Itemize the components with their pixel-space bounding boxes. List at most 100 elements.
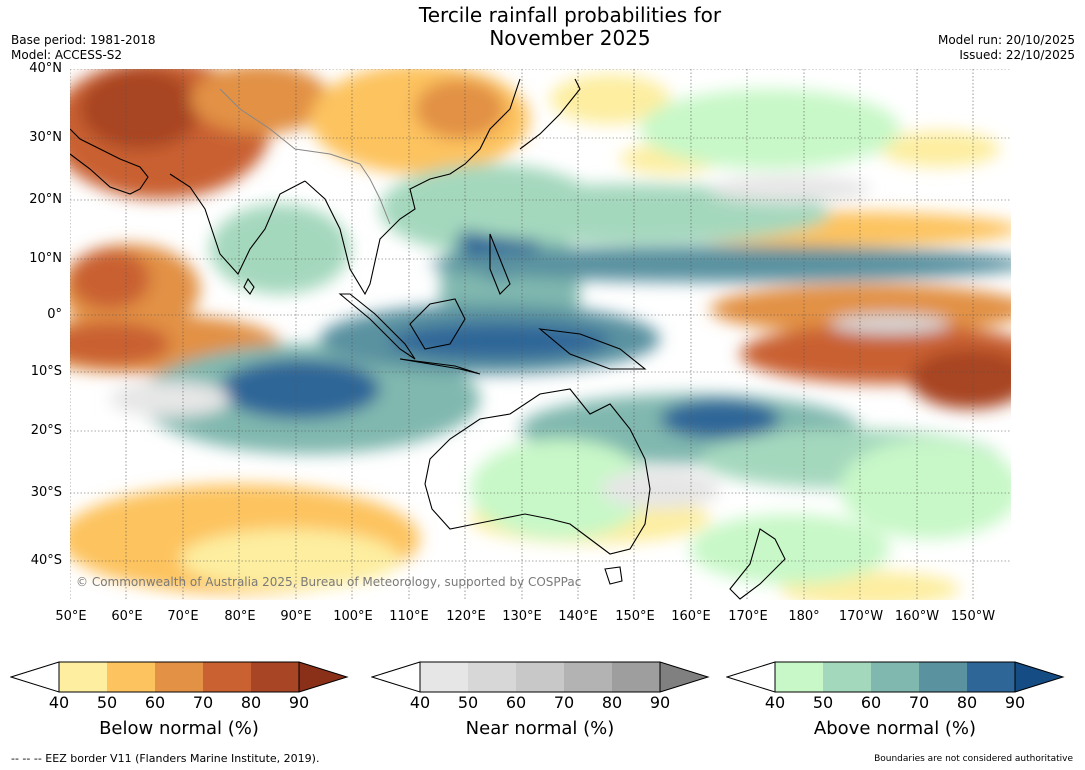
colorbar-above-normal	[726, 661, 1065, 693]
above-normal-title: Above normal (%)	[813, 718, 977, 739]
colorbar-above-segment	[871, 662, 919, 692]
near-tick-40: 40	[409, 693, 431, 712]
lon-label-120e: 120°E	[446, 609, 486, 624]
model-text: Model: ACCESS-S2	[11, 48, 123, 62]
lon-label-70e: 70°E	[167, 609, 199, 624]
lon-label-170w: 170°W	[838, 609, 884, 624]
lat-label-40s: 40°S	[30, 553, 62, 568]
title-line-2: November 2025	[489, 26, 651, 50]
coastline-sumatra	[338, 293, 416, 360]
colorbar-below-normal	[10, 661, 349, 693]
colorbar-above-high-extension	[1015, 662, 1063, 692]
above-tick-50: 50	[812, 693, 834, 712]
lat-label-30s: 30°S	[30, 485, 62, 500]
lon-label-160e: 160°E	[671, 609, 711, 624]
coastline-sri-lanka	[243, 277, 255, 295]
above-tick-70: 70	[908, 693, 930, 712]
copyright-text: © Commonwealth of Australia 2025, Bureau…	[76, 575, 581, 589]
coastline-new-guinea	[538, 328, 647, 370]
below-tick-50: 50	[96, 693, 118, 712]
colorbar-above-low-extension	[726, 661, 776, 693]
lat-label-10s: 10°S	[30, 364, 62, 379]
rainfall-probability-map[interactable]: © Commonwealth of Australia 2025, Bureau…	[70, 69, 1011, 600]
boundaries-note: Boundaries are not considered authoritat…	[874, 754, 1073, 764]
meta-left: Base period: 1981-2018 Model: ACCESS-S2	[11, 33, 156, 63]
near-tick-60: 60	[505, 693, 527, 712]
graticule	[70, 69, 1011, 600]
lon-label-90e: 90°E	[280, 609, 312, 624]
near-normal-title: Near normal (%)	[465, 718, 615, 739]
colorbar-below-segment	[203, 662, 251, 692]
coastline-india	[169, 173, 306, 275]
border-himalaya	[219, 88, 361, 165]
lat-label-10n: 10°N	[29, 251, 62, 266]
country-borders	[219, 88, 391, 225]
coastline-philippines	[489, 233, 511, 295]
coastline-java	[399, 358, 481, 375]
lon-label-110e: 110°E	[389, 609, 429, 624]
below-normal-title: Below normal (%)	[99, 718, 259, 739]
colorbar-above-segment	[919, 662, 967, 692]
near-tick-50: 50	[457, 693, 479, 712]
colorbar-above-segment	[775, 662, 823, 692]
colorbar-below-segment	[155, 662, 203, 692]
below-tick-90: 90	[288, 693, 310, 712]
lat-label-20n: 20°N	[29, 192, 62, 207]
colorbar-near-normal	[371, 661, 710, 693]
lat-label-0: 0°	[47, 307, 62, 322]
colorbar-near-segment	[468, 662, 516, 692]
lat-label-20s: 20°S	[30, 423, 62, 438]
probability-field	[70, 69, 1011, 600]
above-tick-80: 80	[956, 693, 978, 712]
base-period-text: Base period: 1981-2018	[11, 33, 156, 47]
lon-label-180: 180°	[788, 609, 820, 624]
above-tick-60: 60	[860, 693, 882, 712]
coastline-arabia	[70, 128, 149, 195]
colorbar-below-segment	[107, 662, 155, 692]
lon-label-170e: 170°E	[728, 609, 768, 624]
lon-label-150w: 150°W	[950, 609, 996, 624]
colorbar-below-segment	[251, 662, 299, 692]
coastline-tasmania	[604, 566, 623, 585]
border-indochina	[359, 163, 391, 225]
meta-right: Model run: 20/10/2025 Issued: 22/10/2025	[938, 33, 1075, 63]
colorbar-above-segment	[967, 662, 1015, 692]
below-tick-70: 70	[192, 693, 214, 712]
lon-label-60e: 60°E	[111, 609, 143, 624]
lon-label-130e: 130°E	[502, 609, 542, 624]
coastline-australia	[424, 388, 651, 555]
eez-border-note: -- -- -- EEZ border V11 (Flanders Marine…	[11, 752, 320, 765]
model-run-text: Model run: 20/10/2025	[937, 33, 1075, 47]
colorbar-near-segment	[420, 662, 468, 692]
colorbar-below-segment	[59, 662, 107, 692]
colorbar-below-low-extension	[10, 661, 60, 693]
coastline-new-zealand	[729, 528, 786, 600]
lon-label-140e: 140°E	[558, 609, 598, 624]
lat-label-30n: 30°N	[29, 130, 62, 145]
coastline-southeast-asia	[304, 78, 521, 296]
near-tick-80: 80	[601, 693, 623, 712]
below-tick-60: 60	[144, 693, 166, 712]
coastline-borneo	[409, 298, 466, 350]
title-line-1: Tercile rainfall probabilities for	[418, 3, 722, 27]
coastlines	[70, 78, 786, 600]
near-tick-70: 70	[553, 693, 575, 712]
lon-label-100e: 100°E	[333, 609, 373, 624]
colorbar-near-high-extension	[660, 662, 708, 692]
coastline-japan	[519, 78, 581, 150]
below-tick-80: 80	[240, 693, 262, 712]
lat-label-40n: 40°N	[29, 61, 62, 76]
colorbar-near-segment	[516, 662, 564, 692]
lon-label-150e: 150°E	[615, 609, 655, 624]
colorbar-near-segment	[564, 662, 612, 692]
colorbar-above-segment	[823, 662, 871, 692]
lon-label-50e: 50°E	[55, 609, 87, 624]
lon-label-160w: 160°W	[894, 609, 940, 624]
issued-text: Issued: 22/10/2025	[959, 48, 1075, 62]
colorbar-near-segment	[612, 662, 660, 692]
above-tick-40: 40	[764, 693, 786, 712]
below-tick-40: 40	[48, 693, 70, 712]
near-tick-90: 90	[649, 693, 671, 712]
map-title: Tercile rainfall probabilities for Novem…	[330, 4, 810, 50]
colorbar-below-high-extension	[299, 662, 347, 692]
